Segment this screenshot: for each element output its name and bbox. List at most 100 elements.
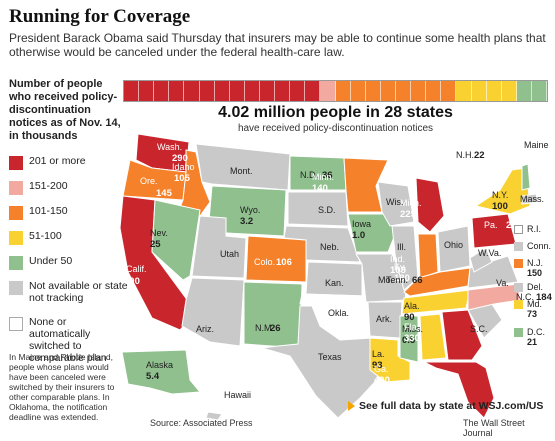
state-value: 108	[390, 265, 406, 276]
state-name: Ala.	[404, 301, 420, 311]
legend-label: Not available or state not tracking	[29, 280, 128, 304]
state-shape	[527, 147, 547, 177]
state-value: 26	[270, 323, 281, 334]
legend-item: Not available or state not tracking	[9, 280, 129, 304]
state-name: Iowa	[352, 219, 371, 229]
small-state-name: Md.	[527, 299, 543, 309]
state-name: Ill.	[397, 242, 406, 252]
state-shape	[181, 277, 245, 347]
state-name: S.C.	[470, 324, 488, 334]
legend-swatch	[9, 181, 23, 195]
state-name: Mass.	[520, 194, 544, 204]
state-value: 105	[174, 173, 191, 184]
state-name: Utah	[220, 249, 239, 259]
state-shape	[205, 411, 223, 421]
state-name: W.Va.	[478, 248, 501, 258]
state-shape	[521, 193, 539, 205]
state-name: N.D.	[300, 170, 318, 180]
state-value: 330	[404, 333, 420, 344]
state-name: Wyo.	[240, 205, 260, 215]
bar-segment	[471, 81, 487, 101]
full-data-link[interactable]: See full data by state at WSJ.com/US	[348, 400, 543, 412]
state-name: N.Y.	[492, 190, 508, 200]
state-shape	[287, 191, 349, 227]
state-name: Pa.	[484, 220, 498, 230]
state-name: Mo.	[378, 275, 393, 285]
state-name: Ga.	[374, 364, 389, 374]
legend-label: 151-200	[29, 180, 68, 192]
bar-segment	[290, 81, 306, 101]
summary-headline: 4.02 million people in 28 states	[218, 104, 453, 121]
state-shape	[399, 315, 419, 363]
legend-label: None or automatically switched to compar…	[29, 316, 107, 364]
state-value: 145	[156, 188, 173, 199]
state-shape	[437, 225, 471, 273]
bar-segment	[275, 81, 291, 101]
small-state-swatch	[514, 225, 523, 234]
bar-segment	[124, 81, 140, 101]
legend-swatch	[9, 231, 23, 245]
legend-swatch	[9, 281, 23, 295]
full-data-link-text[interactable]: See full data by state at WSJ.com/US	[359, 400, 544, 412]
small-state-item: N.J. 150	[514, 258, 543, 278]
state-name: Ore.	[140, 176, 158, 186]
state-shape	[467, 283, 521, 311]
bar-segment	[365, 81, 381, 101]
state-shape	[469, 247, 493, 273]
state-shape	[121, 349, 202, 395]
state-value: 0.5	[402, 335, 416, 346]
state-name: Alaska	[146, 360, 173, 370]
small-state-swatch	[514, 300, 523, 309]
state-name: Fla.	[404, 322, 419, 332]
state-shape	[151, 199, 201, 281]
bar-segment	[154, 81, 170, 101]
state-name: Texas	[318, 352, 342, 362]
state-name: Ark.	[376, 314, 392, 324]
legend-swatch	[9, 156, 23, 170]
state-name: N.C.	[516, 292, 534, 302]
footnote: In Maine and Rhode Island, people whose …	[9, 352, 115, 422]
state-value: 25	[150, 239, 161, 250]
bar-segment	[184, 81, 200, 101]
state-value: 5.4	[146, 371, 160, 382]
state-name: Tenn.	[386, 275, 408, 285]
state-value: 22	[474, 150, 485, 161]
bar-segment	[305, 81, 321, 101]
bar-segment	[395, 81, 412, 101]
bar-segment	[244, 81, 260, 101]
state-shape	[191, 215, 247, 279]
bar-segment	[441, 81, 457, 101]
state-name: Calif.	[126, 264, 147, 274]
state-name: Colo.	[254, 257, 275, 267]
state-name: N.M.	[255, 323, 274, 333]
bar-segment	[456, 81, 472, 101]
bar-segment	[380, 81, 396, 101]
state-value: 93	[372, 360, 383, 371]
bar-segment	[199, 81, 215, 101]
state-shape	[417, 233, 439, 279]
chart-title: Running for Coverage	[9, 6, 191, 27]
state-shape	[195, 143, 291, 191]
state-shape	[423, 361, 495, 419]
state-shape	[369, 337, 411, 383]
state-shape	[377, 181, 415, 227]
legend-swatch	[9, 317, 23, 331]
small-state-item: Del.	[514, 282, 543, 292]
state-value: 130	[394, 273, 410, 284]
state-name: Nev.	[150, 228, 168, 238]
state-value: 225	[400, 209, 417, 220]
state-name: Neb.	[320, 242, 339, 252]
state-shape	[261, 305, 385, 419]
small-state-item: Conn.	[514, 241, 551, 251]
bar-segment	[516, 81, 532, 101]
state-shape	[521, 163, 531, 191]
state-value: 36	[322, 170, 333, 181]
legend-swatch	[9, 256, 23, 270]
small-state-value: 150	[527, 268, 543, 278]
state-value: 1.0	[352, 230, 365, 241]
legend-item: Under 50	[9, 255, 129, 270]
state-value: 400	[374, 375, 390, 386]
state-shape	[391, 225, 419, 291]
small-state-value: 21	[527, 337, 538, 347]
